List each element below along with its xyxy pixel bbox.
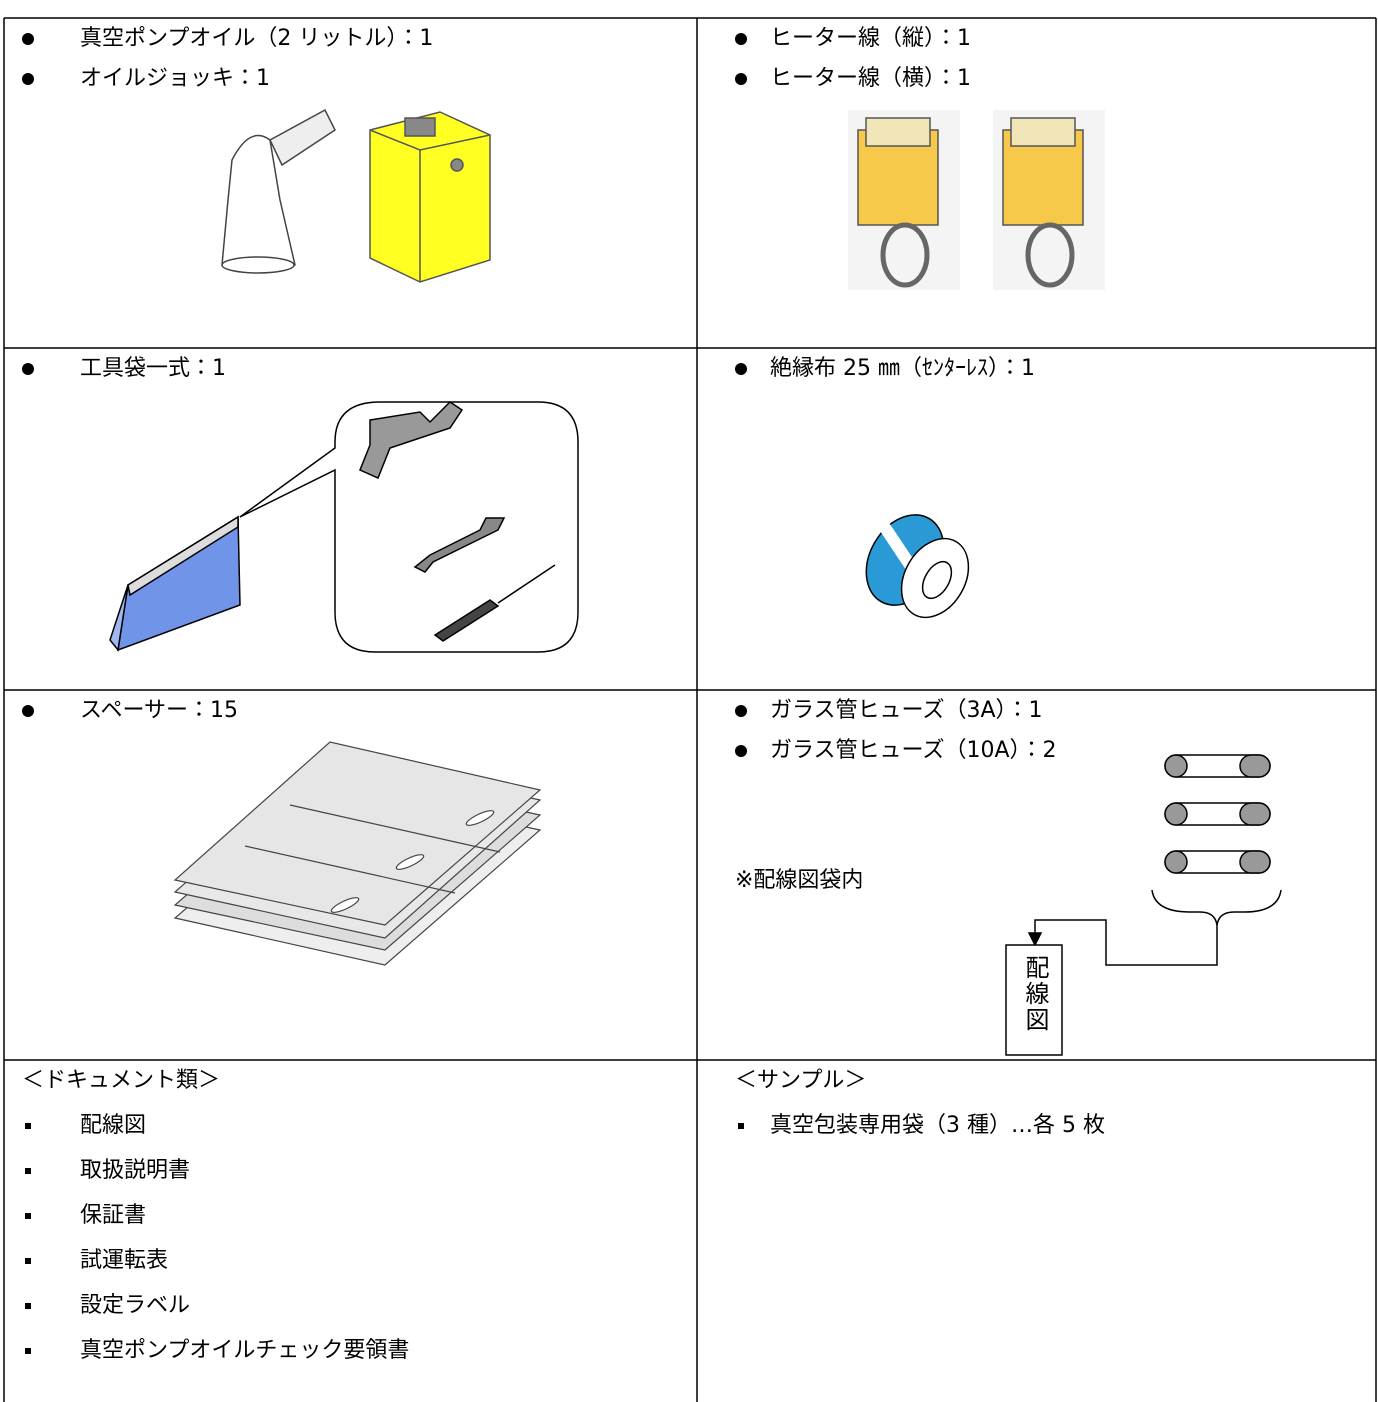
list-item: 真空ポンプオイルチェック要領書 [80, 1338, 410, 1363]
bullet [735, 705, 747, 717]
square-bullet [25, 1213, 31, 1219]
square-bullet [738, 1123, 744, 1129]
tool-bag-illustration [109, 401, 579, 653]
note: ※配線図袋内 [735, 868, 864, 893]
list-item: 真空包装専用袋（3 種）…各 5 枚 [770, 1113, 1105, 1138]
fuse-illustration [1005, 754, 1282, 1056]
list-item: ヒーター線（横）：1 [770, 66, 971, 91]
bullet [735, 73, 747, 85]
square-bullet [25, 1348, 31, 1354]
wiring-diagram-label: 配線図 [1021, 955, 1049, 1033]
list-item: ガラス管ヒューズ（3A）：1 [770, 698, 1043, 723]
square-bullet [25, 1168, 31, 1174]
list-item: 配線図 [80, 1113, 147, 1138]
list-item: 取扱説明書 [80, 1158, 191, 1183]
bullet [735, 363, 747, 375]
spacer-illustration [173, 741, 542, 966]
section-heading: ＜ドキュメント類＞ [22, 1068, 221, 1093]
list-item: 保証書 [80, 1203, 147, 1228]
bullet [22, 33, 34, 45]
oil-can-illustration [369, 111, 491, 283]
list-item: スペーサー：15 [80, 698, 239, 723]
bullet [22, 705, 34, 717]
section-heading: ＜サンプル＞ [735, 1068, 867, 1093]
list-item: オイルジョッキ：1 [80, 66, 270, 91]
bullet [735, 33, 747, 45]
square-bullet [25, 1303, 31, 1309]
bullet [22, 73, 34, 85]
bullet [735, 745, 747, 757]
list-item: 真空ポンプオイル（2 リットル）：1 [80, 26, 434, 51]
heater-illustration [848, 110, 1105, 290]
bullet [22, 363, 34, 375]
list-item: ヒーター線（縦）：1 [770, 26, 971, 51]
table-lines [3, 17, 1377, 1402]
tape-illustration [865, 514, 970, 619]
list-item: ガラス管ヒューズ（10A）：2 [770, 738, 1057, 763]
square-bullet [25, 1258, 31, 1264]
list-item: 工具袋一式：1 [80, 356, 226, 381]
oil-jug-illustration [221, 108, 336, 274]
square-bullet [25, 1123, 31, 1129]
list-item: 設定ラベル [80, 1293, 191, 1318]
list-item: 絶縁布 25 ㎜（ｾﾝﾀｰﾚｽ）：1 [770, 356, 1035, 381]
list-item: 試運転表 [80, 1248, 169, 1273]
